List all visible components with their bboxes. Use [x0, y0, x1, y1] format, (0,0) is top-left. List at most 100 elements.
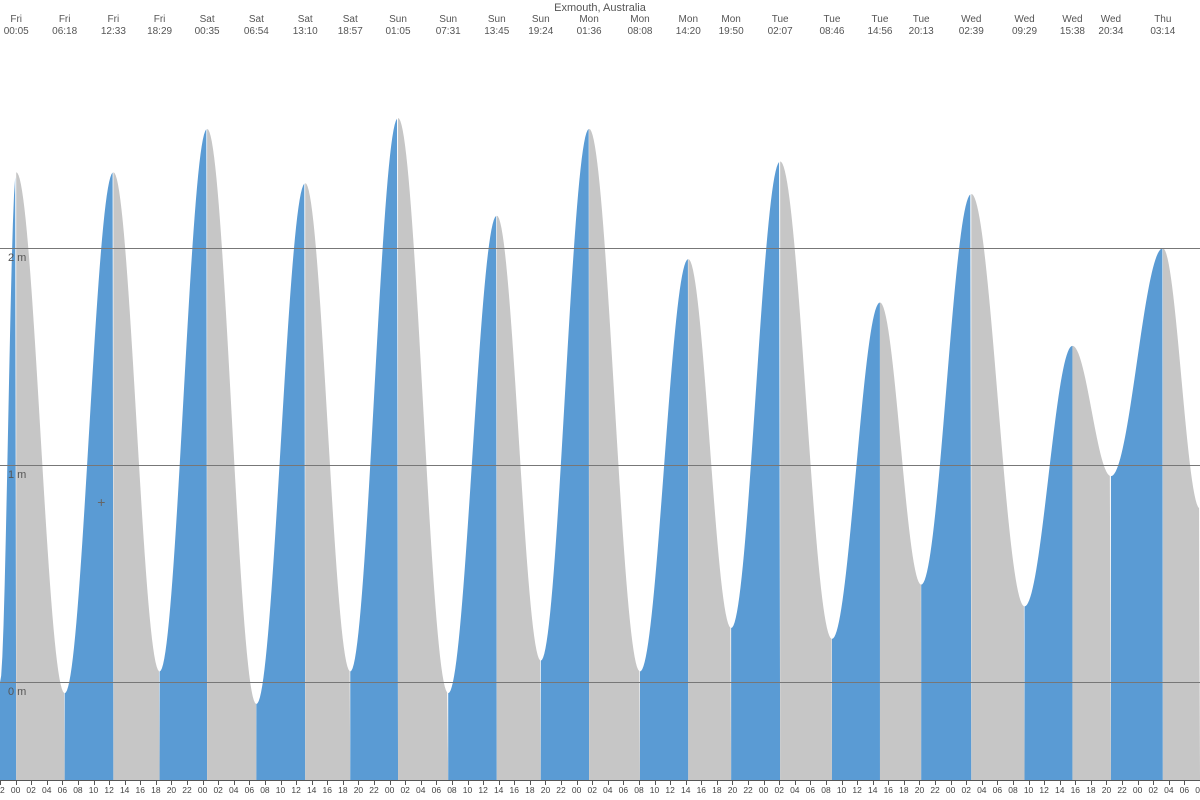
extremum-label: Mon08:08 [620, 14, 660, 38]
extremum-time: 13:10 [285, 26, 325, 38]
x-tick-label: 08 [260, 785, 269, 795]
x-tick-label: 12 [291, 785, 300, 795]
x-tick-label: 08 [447, 785, 456, 795]
extremum-day: Tue [760, 14, 800, 26]
extremum-time: 00:35 [187, 26, 227, 38]
x-tick-label: 14 [307, 785, 316, 795]
extremum-time: 20:34 [1091, 26, 1131, 38]
x-tick-label: 06 [806, 785, 815, 795]
extremum-day: Sat [236, 14, 276, 26]
extremum-time: 06:18 [45, 26, 85, 38]
y-axis-label: 1 m [8, 469, 26, 481]
x-tick-label: 04 [977, 785, 986, 795]
x-tick-label: 04 [229, 785, 238, 795]
x-tick-label: 12 [665, 785, 674, 795]
x-tick-label: 16 [1071, 785, 1080, 795]
extremum-time: 03:14 [1143, 26, 1183, 38]
x-tick-label: 12 [478, 785, 487, 795]
x-tick-label: 12 [852, 785, 861, 795]
x-tick-label: 08 [1008, 785, 1017, 795]
extremum-day: Sun [378, 14, 418, 26]
tide-segment-falling [780, 161, 832, 780]
extremum-label: Thu03:14 [1143, 14, 1183, 38]
extremum-time: 15:38 [1052, 26, 1092, 38]
tide-segment-rising [832, 302, 880, 780]
x-tick-label: 06 [1180, 785, 1189, 795]
x-tick-label: 10 [89, 785, 98, 795]
extremum-day: Tue [860, 14, 900, 26]
x-tick-label: 06 [432, 785, 441, 795]
extremum-label: Mon14:20 [668, 14, 708, 38]
extremum-time: 07:31 [428, 26, 468, 38]
extremum-label: Wed09:29 [1005, 14, 1045, 38]
x-tick-label: 10 [276, 785, 285, 795]
extremum-day: Fri [0, 14, 36, 26]
extremum-day: Fri [140, 14, 180, 26]
x-tick-label: 00 [11, 785, 20, 795]
x-tick-label: 00 [1133, 785, 1142, 795]
extremum-day: Sun [521, 14, 561, 26]
extremum-day: Fri [45, 14, 85, 26]
x-tick-label: 00 [572, 785, 581, 795]
tide-segment-rising [921, 194, 971, 780]
extremum-label: Fri12:33 [93, 14, 133, 38]
extremum-day: Sun [477, 14, 517, 26]
tide-segment-rising [731, 162, 780, 780]
tide-segment-falling [688, 259, 731, 780]
tide-segment-falling [305, 183, 350, 780]
gridline [0, 465, 1200, 466]
extremum-time: 19:24 [521, 26, 561, 38]
extremum-day: Mon [668, 14, 708, 26]
tide-segment-rising [640, 259, 688, 780]
extremum-label: Sat13:10 [285, 14, 325, 38]
extremum-time: 14:20 [668, 26, 708, 38]
extremum-day: Wed [1005, 14, 1045, 26]
x-tick-label: 02 [961, 785, 970, 795]
extremum-label: Wed20:34 [1091, 14, 1131, 38]
x-tick-label: 04 [42, 785, 51, 795]
x-tick-label: 08 [634, 785, 643, 795]
extremum-day: Mon [569, 14, 609, 26]
extremum-time: 09:29 [1005, 26, 1045, 38]
extremum-label: Sun13:45 [477, 14, 517, 38]
tide-segment-falling [1072, 346, 1110, 780]
x-tick-label: 08 [1195, 785, 1200, 795]
x-tick-label: 22 [182, 785, 191, 795]
extremum-time: 02:07 [760, 26, 800, 38]
extremum-time: 18:57 [330, 26, 370, 38]
x-tick-label: 02 [26, 785, 35, 795]
extremum-day: Tue [901, 14, 941, 26]
x-tick-label: 08 [821, 785, 830, 795]
x-tick-label: 20 [915, 785, 924, 795]
tide-segment-rising [65, 173, 114, 780]
x-tick-label: 22 [1117, 785, 1126, 795]
extremum-time: 18:29 [140, 26, 180, 38]
extremum-time: 19:50 [711, 26, 751, 38]
extremum-time: 20:13 [901, 26, 941, 38]
x-axis-ticks: 22 00 02 04 06 08 10 12 14 16 18 20 22 00 02 04 06 08 10 12… [0, 780, 1200, 800]
x-tick-label: 16 [323, 785, 332, 795]
extremum-time: 08:46 [812, 26, 852, 38]
x-tick-label: 06 [619, 785, 628, 795]
extremum-time: 00:05 [0, 26, 36, 38]
tide-segment-rising [1025, 346, 1073, 780]
x-tick-label: 18 [712, 785, 721, 795]
extremum-day: Tue [812, 14, 852, 26]
extremum-label: Tue08:46 [812, 14, 852, 38]
extremum-label: Mon01:36 [569, 14, 609, 38]
tide-chart: Exmouth, Australia Fri00:05Fri06:18Fri12… [0, 0, 1200, 800]
x-tick-label: 04 [790, 785, 799, 795]
extremum-label: Sun07:31 [428, 14, 468, 38]
extremum-day: Wed [1052, 14, 1092, 26]
tide-segment-rising [448, 216, 497, 780]
extremum-label: Sat00:35 [187, 14, 227, 38]
tide-segment-rising [256, 184, 305, 780]
chart-title: Exmouth, Australia [0, 2, 1200, 14]
x-tick-label: 18 [525, 785, 534, 795]
extremum-time: 14:56 [860, 26, 900, 38]
x-tick-label: 02 [213, 785, 222, 795]
extremum-label: Fri00:05 [0, 14, 36, 38]
x-tick-label: 22 [930, 785, 939, 795]
extremum-time: 13:45 [477, 26, 517, 38]
x-tick-label: 06 [245, 785, 254, 795]
